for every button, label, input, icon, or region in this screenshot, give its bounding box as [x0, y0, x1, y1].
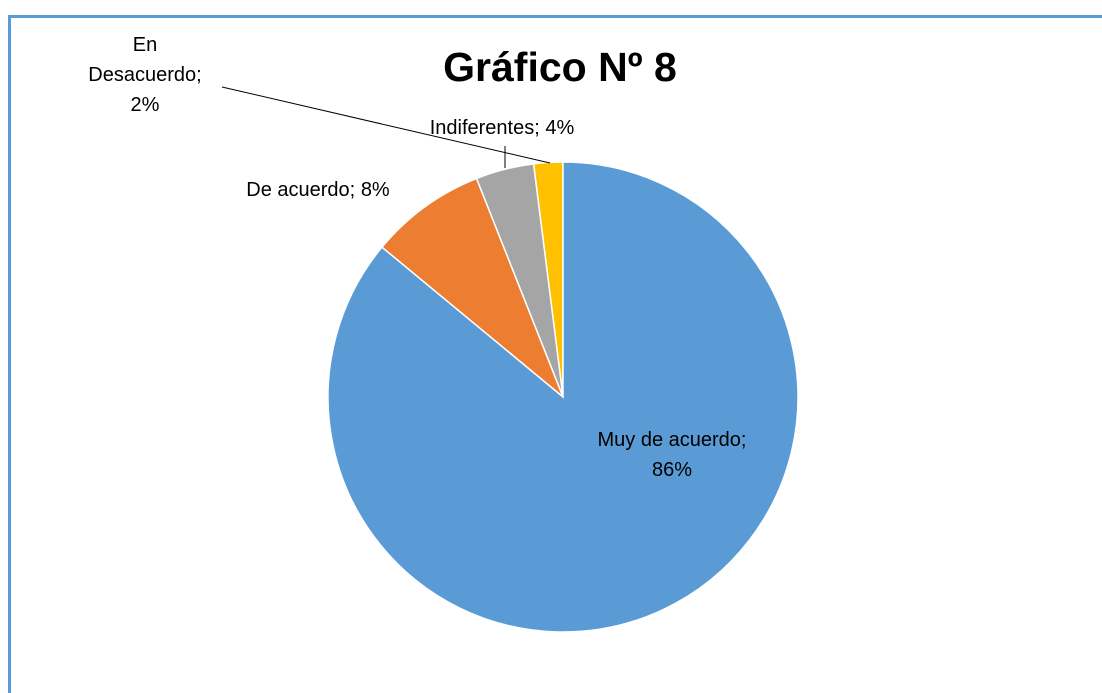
- data-label: Indiferentes; 4%: [392, 113, 612, 143]
- chart-title: Gráfico Nº 8: [443, 44, 677, 90]
- data-label: En Desacuerdo; 2%: [85, 30, 205, 120]
- value-label: 86%: [651, 459, 693, 481]
- value-label: 8%: [360, 179, 390, 201]
- chart-frame: [8, 15, 1102, 693]
- category-label: Indiferentes;: [429, 117, 540, 139]
- pie-slice: [380, 177, 564, 398]
- data-label: Muy de acuerdo; 86%: [562, 425, 782, 485]
- value-label: 4%: [545, 117, 575, 139]
- category-label: De acuerdo;: [246, 179, 356, 201]
- data-label: De acuerdo; 8%: [208, 175, 428, 205]
- value-label: 2%: [130, 94, 160, 116]
- category-label: En Desacuerdo;: [88, 34, 202, 86]
- leader-line: [221, 86, 551, 164]
- category-label: Muy de acuerdo;: [597, 429, 747, 451]
- pie-slice: [327, 161, 799, 633]
